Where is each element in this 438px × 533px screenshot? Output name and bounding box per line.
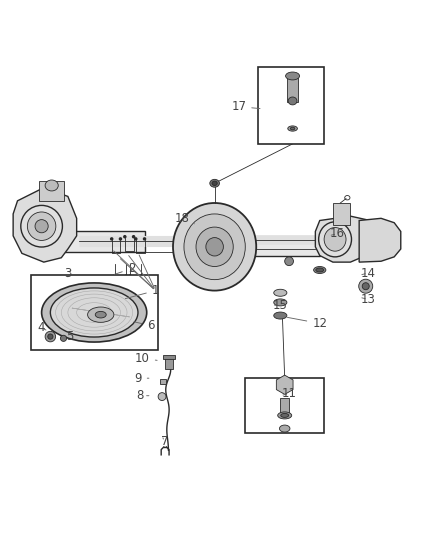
Ellipse shape [184, 214, 245, 280]
Ellipse shape [279, 425, 290, 432]
Circle shape [359, 279, 373, 293]
Circle shape [362, 282, 369, 290]
Polygon shape [359, 219, 401, 262]
Ellipse shape [274, 299, 287, 306]
Ellipse shape [316, 268, 324, 272]
Bar [160, 378, 166, 384]
Text: 15: 15 [273, 300, 288, 312]
Circle shape [123, 235, 127, 238]
Bar [245, 378, 324, 433]
Ellipse shape [288, 126, 297, 131]
Bar [333, 203, 350, 225]
Circle shape [132, 235, 135, 238]
Ellipse shape [206, 238, 223, 256]
Circle shape [285, 257, 293, 265]
Circle shape [48, 334, 53, 339]
Text: 12: 12 [287, 317, 327, 330]
Circle shape [143, 237, 146, 241]
Bar [287, 78, 298, 102]
Polygon shape [276, 375, 293, 394]
Text: 14: 14 [360, 266, 375, 280]
Ellipse shape [324, 228, 346, 251]
Text: 13: 13 [360, 293, 375, 306]
Ellipse shape [278, 412, 292, 419]
Text: 17: 17 [231, 100, 260, 113]
Text: 9: 9 [134, 372, 149, 385]
Ellipse shape [95, 311, 106, 318]
Ellipse shape [290, 127, 295, 130]
Bar [31, 275, 158, 350]
Bar [165, 358, 173, 368]
Ellipse shape [288, 97, 297, 105]
Text: 3: 3 [64, 266, 71, 280]
Circle shape [158, 393, 166, 400]
Ellipse shape [212, 181, 217, 185]
Polygon shape [13, 188, 77, 262]
Circle shape [128, 274, 132, 278]
Ellipse shape [88, 307, 114, 322]
Ellipse shape [27, 212, 56, 240]
Ellipse shape [196, 227, 233, 266]
Text: 6: 6 [134, 319, 155, 332]
Text: 2: 2 [114, 262, 135, 275]
Bar [163, 356, 175, 359]
Ellipse shape [286, 72, 300, 80]
Circle shape [60, 335, 67, 342]
Circle shape [45, 332, 56, 342]
Circle shape [134, 237, 138, 241]
Text: 5: 5 [67, 330, 74, 343]
Circle shape [140, 274, 143, 278]
Text: 4: 4 [38, 321, 46, 334]
Text: 16: 16 [330, 227, 345, 240]
Bar [258, 67, 324, 144]
Ellipse shape [281, 414, 289, 417]
Text: 8: 8 [137, 389, 149, 402]
Circle shape [124, 274, 128, 278]
Ellipse shape [173, 203, 256, 290]
Ellipse shape [274, 289, 287, 296]
Text: 11: 11 [282, 387, 297, 400]
Ellipse shape [21, 205, 62, 247]
Ellipse shape [35, 220, 48, 233]
Text: 18: 18 [174, 212, 194, 225]
Ellipse shape [210, 179, 219, 187]
Text: 10: 10 [135, 352, 157, 365]
Ellipse shape [45, 180, 58, 191]
Circle shape [110, 237, 113, 241]
Ellipse shape [274, 312, 287, 319]
Circle shape [119, 237, 122, 241]
Bar [241, 238, 320, 256]
Text: 1: 1 [125, 284, 159, 298]
Ellipse shape [318, 222, 351, 257]
Polygon shape [315, 216, 374, 262]
Ellipse shape [42, 283, 147, 342]
Ellipse shape [314, 266, 326, 273]
Bar [280, 398, 289, 413]
Bar [39, 181, 64, 201]
Ellipse shape [50, 288, 138, 337]
Bar [35, 231, 145, 253]
Text: 7: 7 [160, 435, 168, 448]
Circle shape [113, 274, 117, 278]
